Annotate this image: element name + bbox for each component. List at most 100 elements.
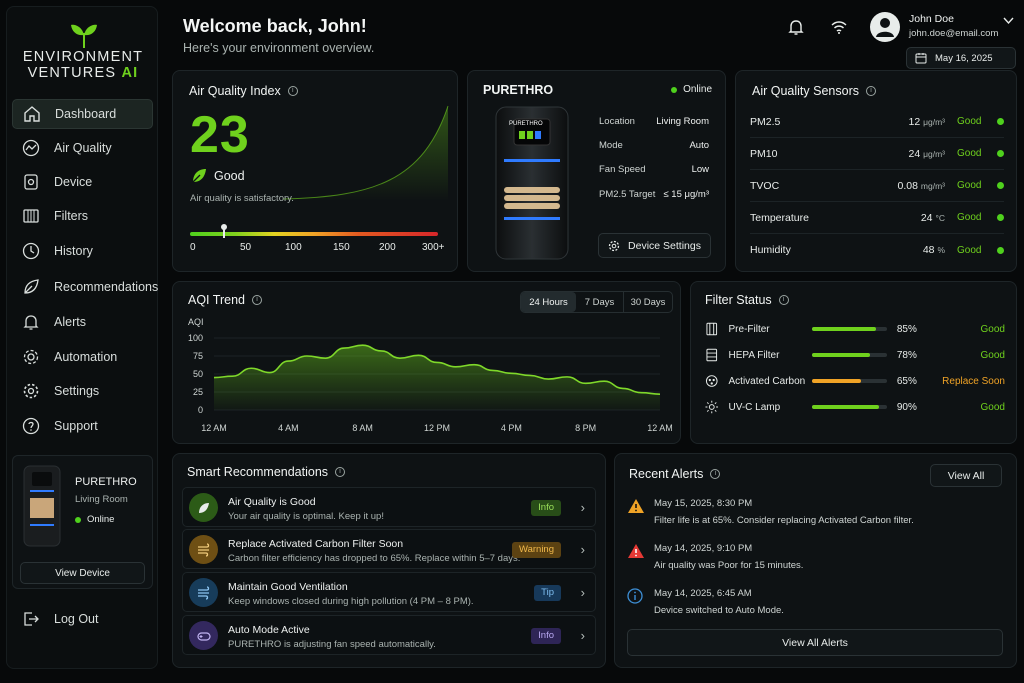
online-dot-icon: [75, 516, 81, 523]
recommendation-item[interactable]: Auto Mode Active PURETHRO is adjusting f…: [182, 615, 596, 655]
leaf-icon: [192, 169, 206, 183]
date-picker[interactable]: May 16, 2025: [906, 47, 1016, 69]
sidebar-item-label: Automation: [54, 350, 118, 364]
sidebar-item-automation[interactable]: Automation: [12, 342, 153, 372]
filter-percent: 78%: [896, 349, 917, 361]
filter-status: Replace Soon: [942, 375, 1005, 387]
chevron-right-icon: ›: [580, 628, 585, 643]
date-value: May 16, 2025: [935, 52, 993, 64]
view-device-button[interactable]: View Device: [20, 562, 145, 584]
badge-warning: Warning: [511, 542, 561, 558]
filter-title: Filter Status i: [705, 293, 789, 307]
uv-lamp-icon: [705, 400, 719, 414]
tab-24-hours[interactable]: 24 Hours: [521, 292, 576, 312]
y-axis-label: AQI: [188, 317, 204, 327]
wind-icon: [189, 578, 218, 607]
filter-status: Good: [980, 323, 1005, 335]
device-prop-value: Low: [691, 164, 709, 175]
sidebar-item-filters[interactable]: Filters: [12, 201, 153, 231]
recommendation-item[interactable]: Air Quality is Good Your air quality is …: [182, 487, 596, 527]
view-all-button[interactable]: View All: [930, 464, 1002, 487]
recommendation-title: Air Quality is Good: [228, 496, 316, 508]
status-dot-icon: [997, 118, 1004, 125]
chevron-down-icon[interactable]: [1003, 17, 1014, 25]
x-tick-label: 4 AM: [278, 423, 299, 433]
device-prop-value: Auto: [689, 140, 709, 151]
gear-icon: [23, 383, 39, 399]
sensor-row: PM10 24 μg/m³ Good: [750, 138, 1004, 170]
clock-icon: [22, 242, 40, 260]
filter-row: Activated Carbon 65% Replace Soon: [705, 371, 1005, 391]
filter-row: HEPA Filter 78% Good: [705, 345, 1005, 365]
badge-info: Info: [531, 628, 561, 644]
alert-message: Filter life is at 65%. Consider replacin…: [654, 515, 914, 526]
sidebar-item-history[interactable]: History: [12, 236, 153, 266]
notification-bell-icon[interactable]: [787, 18, 805, 36]
sidebar-device-status: Online: [75, 514, 114, 525]
recommendation-title: Auto Mode Active: [228, 624, 310, 636]
bell-icon: [23, 315, 39, 330]
sidebar-item-label: Air Quality: [54, 141, 112, 155]
device-status: Online: [671, 84, 712, 95]
recommendation-item[interactable]: Replace Activated Carbon Filter Soon Car…: [182, 529, 596, 569]
device-prop-label: PM2.5 Target: [599, 189, 656, 200]
aqi-scale-label: 50: [240, 242, 252, 253]
y-tick-label: 50: [193, 369, 203, 379]
y-tick-label: 100: [188, 333, 203, 343]
online-dot-icon: [671, 86, 678, 93]
tab-30-days[interactable]: 30 Days: [630, 296, 666, 308]
device-prop-value: ≤ 15 μg/m³: [663, 189, 709, 200]
tab-7-days[interactable]: 7 Days: [576, 292, 624, 312]
filter-icon: [23, 209, 39, 223]
sidebar-item-alerts[interactable]: Alerts: [12, 307, 153, 337]
sidebar-item-device[interactable]: Device: [12, 167, 153, 197]
avatar[interactable]: [870, 12, 900, 42]
aqi-message: Air quality is satisfactory.: [190, 193, 294, 204]
user-name: John Doe: [909, 13, 954, 25]
filter-status: Good: [980, 349, 1005, 361]
brand-line-1: ENVIRONMENT: [22, 49, 144, 65]
view-all-alerts-button[interactable]: View All Alerts: [627, 629, 1003, 656]
status-dot-icon: [997, 246, 1004, 254]
leaf-icon: [24, 279, 39, 294]
alerts-title: Recent Alerts i: [629, 467, 721, 481]
sidebar-item-dashboard[interactable]: Dashboard: [12, 99, 153, 129]
purifier-image: [495, 106, 569, 260]
sidebar-item-label: Settings: [54, 384, 100, 398]
info-icon: i: [251, 295, 262, 305]
y-tick-label: 75: [193, 351, 203, 361]
filter-name: UV-C Lamp: [728, 401, 781, 413]
sidebar-device-name: PURETHRO: [75, 476, 137, 488]
aqi-pointer: [221, 224, 227, 238]
aqi-scale-label: 0: [190, 242, 196, 253]
sidebar-item-air-quality[interactable]: Air Quality: [12, 133, 153, 163]
calendar-icon: [915, 53, 927, 64]
wifi-icon[interactable]: [830, 18, 848, 36]
sensors-card: Air Quality Sensors i PM2.5 12 μg/m³ Good…: [735, 70, 1017, 272]
recommendation-item[interactable]: Maintain Good Ventilation Keep windows c…: [182, 572, 596, 612]
device-card: PURETHRO Online PURETHRO Location Living…: [467, 70, 726, 272]
page-title: Welcome back, John!: [183, 16, 367, 36]
chart-line-icon: [22, 139, 40, 157]
device-settings-button[interactable]: Device Settings: [598, 233, 711, 258]
trend-tabs: 24 Hours 7 Days 30 Days: [520, 291, 673, 313]
sidebar-item-settings[interactable]: Settings: [12, 376, 153, 406]
aqi-scale-label: 300+: [422, 242, 445, 253]
sidebar-item-support[interactable]: Support: [12, 411, 153, 441]
x-tick-label: 12 PM: [424, 423, 450, 433]
status-dot-icon: [997, 214, 1004, 221]
device-name: PURETHRO: [483, 83, 554, 97]
logout-button[interactable]: Log Out: [12, 604, 153, 634]
info-icon: [627, 588, 643, 604]
device-icon: [24, 174, 38, 190]
home-icon: [24, 106, 40, 122]
filter-life-bar: [811, 353, 887, 357]
filter-life-fill: [811, 379, 861, 383]
sidebar-item-recommendations[interactable]: Recommendations: [12, 272, 158, 302]
alert-date: May 15, 2025, 8:30 PM: [654, 498, 753, 509]
sidebar-item-label: Dashboard: [55, 107, 117, 121]
status-dot-icon: [997, 182, 1004, 189]
alert-date: May 14, 2025, 9:10 PM: [654, 543, 753, 554]
x-tick-label: 8 AM: [352, 423, 373, 433]
filter-percent: 90%: [896, 401, 917, 413]
